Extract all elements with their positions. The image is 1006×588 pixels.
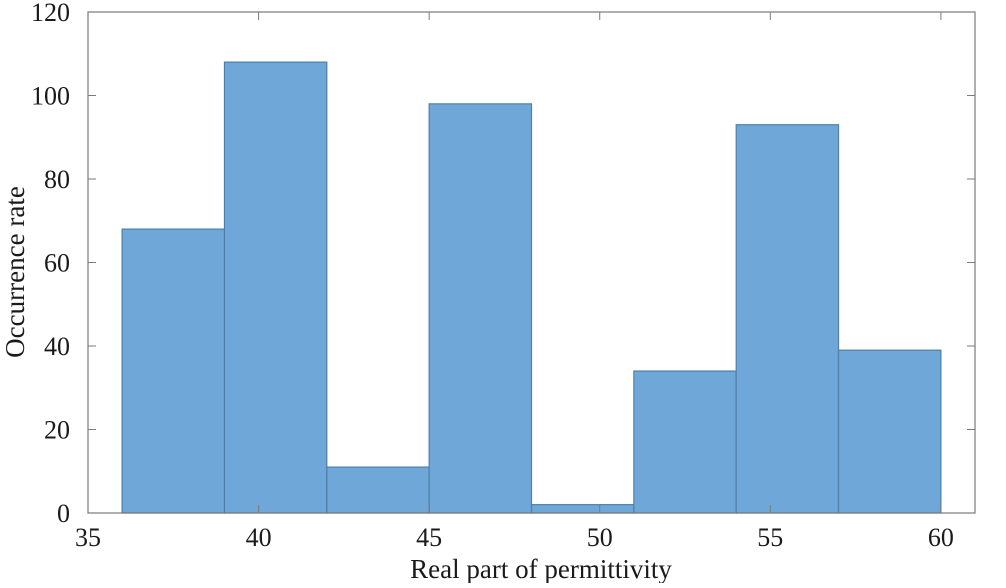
y-tick-label: 120 <box>31 0 70 27</box>
histogram-bar-2 <box>223 61 328 514</box>
y-tick-label: 80 <box>44 165 70 194</box>
y-tick-label: 40 <box>44 332 70 361</box>
y-tick-label: 100 <box>31 82 70 111</box>
histogram-bar-1 <box>121 228 226 514</box>
x-tick-label: 45 <box>416 523 442 552</box>
histogram-bar-4 <box>428 103 533 514</box>
y-tick-label: 60 <box>44 249 70 278</box>
x-tick-label: 40 <box>246 523 272 552</box>
y-tick-label: 0 <box>57 499 70 528</box>
x-tick-label: 60 <box>928 523 954 552</box>
ticks-layer: 35 40 45 50 55 60 0 20 40 60 80 100 120 <box>31 0 975 552</box>
bars-layer <box>121 61 942 514</box>
x-axis-label: Real part of permittivity <box>410 554 672 583</box>
y-tick-label: 20 <box>44 416 70 445</box>
y-axis-label: Occurrence rate <box>0 186 30 358</box>
x-tick-label: 55 <box>757 523 783 552</box>
histogram-bar-5 <box>530 504 635 514</box>
histogram-bar-3 <box>326 466 430 514</box>
x-tick-label: 50 <box>587 523 613 552</box>
histogram-bar-7 <box>735 124 840 514</box>
x-tick-label: 35 <box>75 523 101 552</box>
histogram-bar-6 <box>633 370 737 514</box>
histogram-bar-8 <box>837 349 942 514</box>
